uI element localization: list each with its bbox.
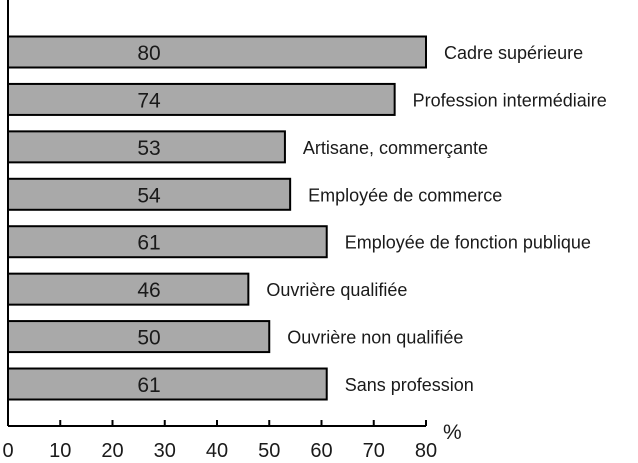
x-tick-label-6: 60 [310,440,332,462]
category-label-6: Ouvrière non qualifiée [287,328,463,348]
bar-value-label-1: 74 [137,89,161,112]
bar-value-label-6: 50 [137,327,160,350]
category-label-1: Profession intermédiaire [413,90,607,110]
category-label-4: Employée de fonction publique [345,233,591,253]
x-tick-label-7: 70 [363,440,385,462]
x-axis-unit-label: % [443,421,462,444]
category-label-2: Artisane, commerçante [303,138,488,158]
category-label-3: Employée de commerce [308,185,502,205]
bar-value-label-4: 61 [137,232,160,255]
bar-0 [7,35,427,69]
bar-value-label-7: 61 [137,374,160,397]
x-tick-label-5: 50 [258,440,280,462]
bar-value-label-5: 46 [137,279,160,302]
x-tick-label-8: 80 [415,440,437,462]
bar-4 [7,225,328,259]
bar-value-label-0: 80 [137,42,160,65]
bar-7 [7,367,328,401]
bar-value-label-3: 54 [137,184,161,207]
bar-6 [7,320,271,354]
x-tick-label-2: 20 [101,440,123,462]
bar-1 [7,82,396,116]
bar-value-label-2: 53 [137,137,160,160]
category-label-0: Cadre supérieure [444,43,583,63]
x-tick-label-0: 0 [2,440,13,462]
x-tick-label-3: 30 [154,440,176,462]
x-tick-label-4: 40 [206,440,228,462]
x-tick-label-1: 10 [49,440,71,462]
category-label-5: Ouvrière qualifiée [266,280,407,300]
bar-3 [7,177,292,211]
bars-layer: 80 Cadre supérieure 74 Profession intermédi… [7,35,607,401]
category-label-7: Sans profession [345,375,474,395]
x-axis-ticks: 0 10 20 30 40 50 60 70 80 [2,420,437,462]
bar-5 [7,272,250,306]
